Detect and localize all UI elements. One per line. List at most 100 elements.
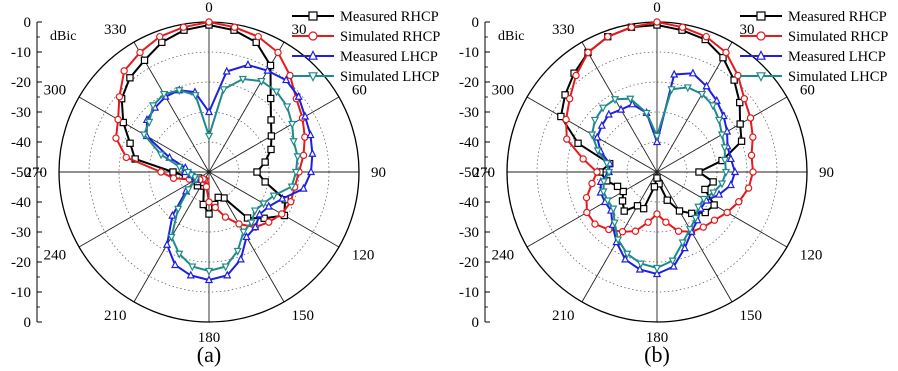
data-point-marker: [211, 203, 219, 212]
data-point-marker: [214, 193, 222, 202]
data-point-marker: [721, 168, 731, 177]
data-point-marker: [115, 93, 124, 101]
data-point-marker: [255, 209, 264, 218]
data-point-marker: [306, 130, 315, 139]
data-point-marker: [120, 67, 128, 75]
data-point-marker: [238, 75, 247, 84]
angle-tick-label: 60: [352, 83, 367, 99]
r-tick-label: -30: [459, 225, 479, 241]
data-point-marker: [701, 185, 709, 194]
data-point-marker: [122, 153, 130, 162]
data-point-marker: [574, 139, 582, 147]
data-point-marker: [179, 23, 188, 31]
data-point-marker: [613, 236, 623, 245]
data-point-marker: [269, 192, 278, 201]
data-point-marker: [621, 254, 630, 263]
data-point-marker: [593, 132, 602, 141]
data-point-marker: [175, 163, 184, 172]
r-tick-label: -40: [459, 195, 479, 211]
data-point-marker: [233, 247, 242, 256]
data-point-marker: [609, 205, 618, 214]
data-point-marker: [140, 56, 149, 64]
data-point-marker: [702, 32, 710, 41]
data-point-marker: [675, 207, 684, 215]
data-point-marker: [710, 216, 719, 224]
angle-tick-label: 90: [819, 165, 834, 181]
data-point-marker: [263, 65, 272, 74]
data-point-marker: [236, 254, 245, 263]
angle-tick-label: 0: [205, 0, 213, 16]
legend-label: Simulated RHCP: [788, 29, 888, 45]
data-point-marker: [631, 227, 640, 235]
data-point-marker: [253, 168, 261, 176]
data-point-marker: [308, 50, 318, 60]
data-point-marker: [709, 178, 717, 186]
data-point-marker: [221, 213, 230, 221]
data-point-marker: [254, 32, 262, 41]
data-point-marker: [221, 263, 230, 272]
data-point-marker: [265, 218, 273, 226]
data-point-marker: [668, 257, 677, 266]
data-point-marker: [204, 132, 214, 141]
data-point-marker: [169, 174, 178, 182]
series-simulated-rhcp: [562, 18, 757, 236]
data-point-marker: [294, 91, 303, 100]
r-tick-label: -10: [459, 45, 479, 61]
data-point-marker: [190, 174, 199, 183]
angle-tick-label: 120: [800, 248, 823, 264]
r-tick-label: -30: [11, 105, 31, 121]
data-point-marker: [266, 61, 275, 70]
legend-item: Measured RHCP: [292, 9, 439, 25]
angle-tick-label: 240: [44, 248, 67, 264]
angle-tick-label: 330: [552, 22, 575, 38]
data-point-marker: [699, 223, 707, 231]
data-point-marker: [610, 219, 619, 228]
data-point-marker: [618, 228, 627, 236]
data-point-marker: [565, 95, 574, 103]
data-point-marker: [730, 76, 738, 84]
data-point-marker: [670, 69, 679, 78]
data-point-marker: [604, 109, 613, 118]
data-point-marker: [627, 23, 636, 31]
data-point-marker: [299, 183, 308, 192]
data-point-marker: [175, 250, 184, 259]
data-point-marker: [701, 208, 709, 217]
data-point-marker: [597, 120, 606, 129]
data-point-marker: [267, 94, 275, 103]
unit-label: dBic: [50, 29, 76, 44]
data-point-marker: [293, 153, 302, 162]
legend-label: Simulated RHCP: [340, 29, 440, 45]
data-point-marker: [267, 145, 275, 154]
data-point-marker: [191, 92, 200, 101]
angle-tick-label: 300: [44, 83, 67, 99]
data-point-marker: [230, 23, 239, 31]
data-point-marker: [261, 178, 269, 186]
r-tick-label: -40: [11, 135, 31, 151]
legend-label: Simulated LHCP: [340, 69, 440, 85]
data-point-marker: [587, 131, 597, 140]
data-point-marker: [735, 198, 743, 206]
data-point-marker: [308, 31, 318, 41]
data-point-marker: [683, 84, 692, 93]
data-point-marker: [272, 88, 281, 97]
legend: Measured RHCP Simulated RHCP Measured LHCP…: [740, 9, 888, 85]
data-point-marker: [695, 168, 703, 176]
panel-label: (b): [644, 342, 670, 367]
data-point-marker: [223, 270, 232, 279]
data-point-marker: [287, 198, 295, 206]
data-point-marker: [714, 189, 724, 198]
data-point-marker: [756, 31, 766, 41]
data-point-marker: [720, 156, 730, 165]
data-point-marker: [159, 90, 169, 99]
data-point-marker: [283, 103, 292, 112]
data-point-marker: [633, 202, 642, 210]
r-tick-label: 0: [472, 15, 480, 31]
data-point-marker: [287, 183, 296, 192]
data-point-marker: [291, 168, 301, 177]
data-point-marker: [243, 59, 253, 68]
data-point-marker: [626, 95, 635, 104]
data-point-marker: [636, 260, 645, 269]
r-tick-label: 0: [24, 15, 32, 31]
spoke-line: [208, 171, 340, 248]
data-point-marker: [251, 222, 260, 231]
